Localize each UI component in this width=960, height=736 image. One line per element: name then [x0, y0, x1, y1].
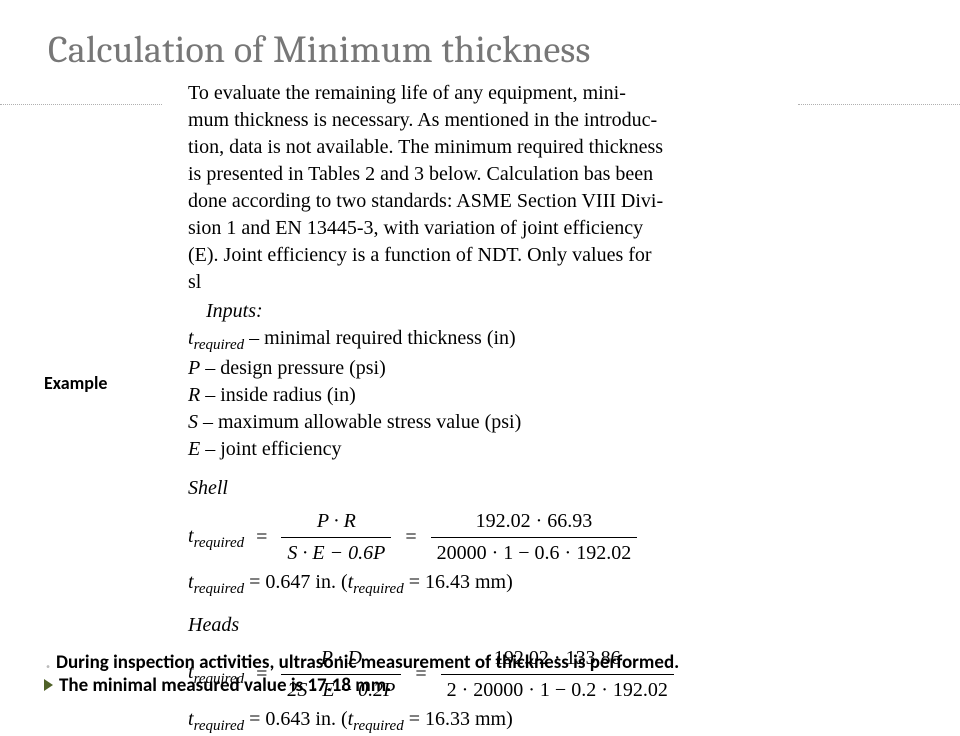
equation-result: trequired = 0.647 in. (trequired = 16.43…	[188, 569, 828, 599]
input-definition: P – design pressure (psi)	[188, 355, 828, 382]
inputs-block: Inputs: trequired – minimal required thi…	[188, 298, 828, 463]
equation-result: trequired = 0.643 in. (trequired = 16.33…	[188, 706, 828, 736]
footer-line-1: During inspection activities, ultrasonic…	[56, 651, 679, 675]
calc-section: Shell trequired=P · RS · E − 0.6P=192.02 …	[188, 475, 828, 599]
triangle-bullet-icon	[44, 679, 53, 691]
footer-notes: .During inspection activities, ultrasoni…	[44, 651, 920, 699]
title-separator	[0, 104, 960, 105]
input-definition: trequired – minimal required thickness (…	[188, 325, 828, 355]
input-definition: E – joint efficiency	[188, 436, 828, 463]
section-label: Heads	[188, 612, 828, 639]
example-label: Example	[44, 372, 107, 394]
slide-title: Calculation of Minimum thickness	[48, 28, 920, 72]
bullet-icon: .	[44, 651, 52, 675]
content-block: To evaluate the remaining life of any eq…	[188, 80, 828, 736]
intro-paragraph: To evaluate the remaining life of any eq…	[188, 80, 828, 296]
inputs-heading: Inputs:	[206, 298, 828, 325]
input-definition: S – maximum allowable stress value (psi)	[188, 409, 828, 436]
slide: Calculation of Minimum thickness To eval…	[0, 0, 960, 720]
equation: trequired=P · RS · E − 0.6P=192.02 · 66.…	[188, 508, 828, 567]
section-label: Shell	[188, 475, 828, 502]
footer-line-2: The minimal measured value is 17.18 mm.	[59, 674, 391, 698]
input-definition: R – inside radius (in)	[188, 382, 828, 409]
